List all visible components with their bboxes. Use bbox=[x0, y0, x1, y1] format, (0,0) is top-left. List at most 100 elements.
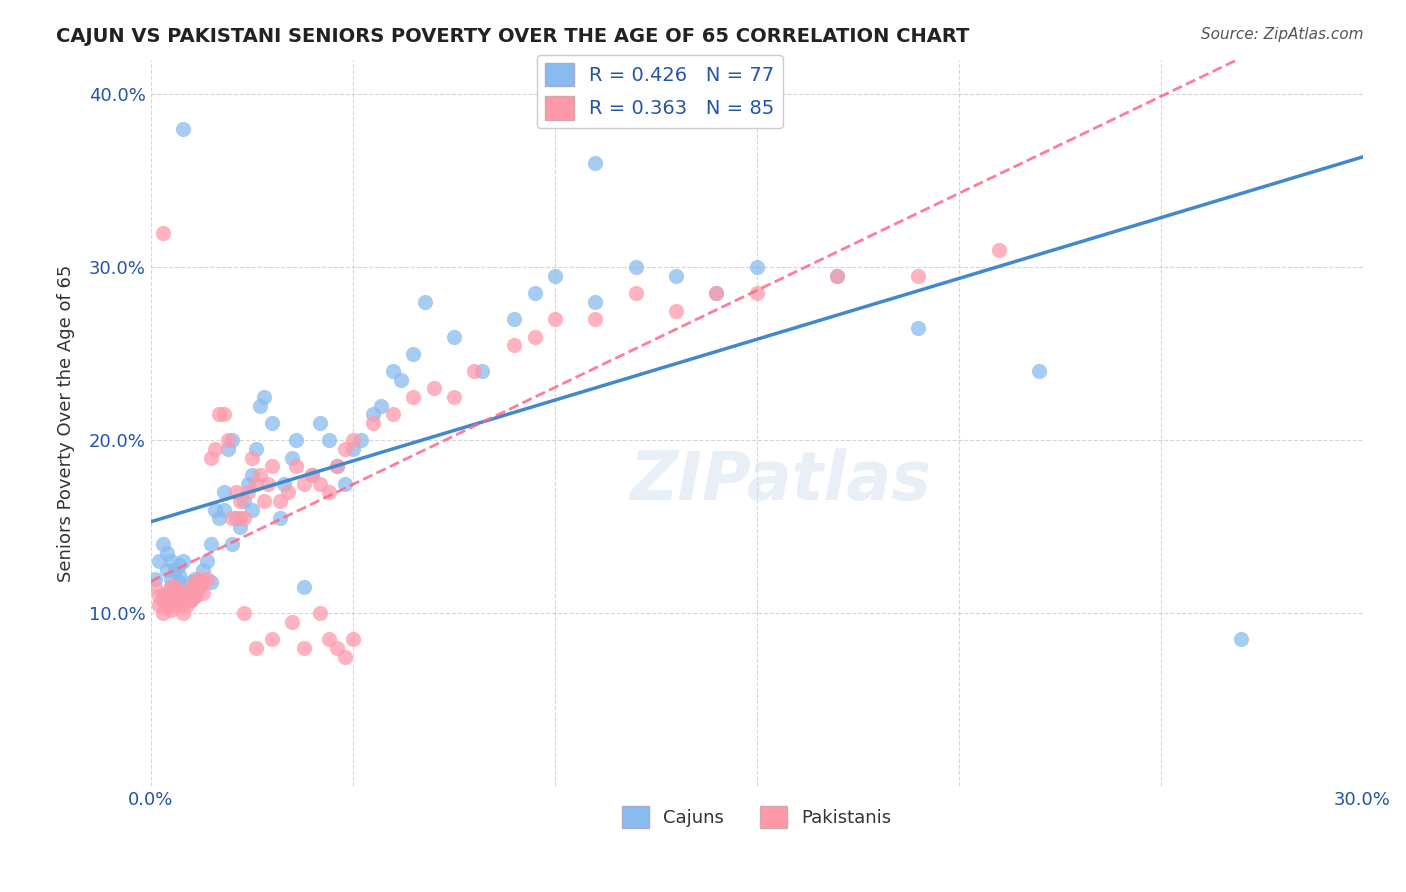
Point bbox=[160, 592, 183, 607]
Point bbox=[240, 502, 263, 516]
Point bbox=[503, 312, 526, 326]
Point bbox=[544, 312, 567, 326]
Point bbox=[382, 364, 405, 378]
Point bbox=[180, 592, 202, 607]
Point bbox=[193, 575, 215, 590]
Point bbox=[212, 408, 235, 422]
Point bbox=[176, 598, 198, 612]
Text: CAJUN VS PAKISTANI SENIORS POVERTY OVER THE AGE OF 65 CORRELATION CHART: CAJUN VS PAKISTANI SENIORS POVERTY OVER … bbox=[56, 27, 970, 45]
Point bbox=[318, 434, 340, 448]
Point bbox=[180, 592, 202, 607]
Point bbox=[273, 476, 295, 491]
Point bbox=[193, 585, 215, 599]
Point bbox=[148, 598, 170, 612]
Point bbox=[188, 572, 211, 586]
Point bbox=[236, 476, 259, 491]
Point bbox=[370, 399, 392, 413]
Point bbox=[249, 467, 271, 482]
Point bbox=[167, 558, 190, 572]
Point bbox=[160, 554, 183, 568]
Point bbox=[704, 286, 727, 301]
Point bbox=[167, 592, 190, 607]
Point bbox=[232, 607, 254, 621]
Point bbox=[361, 408, 384, 422]
Point bbox=[160, 581, 183, 595]
Point bbox=[217, 442, 239, 456]
Point bbox=[253, 494, 276, 508]
Point bbox=[745, 260, 768, 275]
Point bbox=[245, 476, 267, 491]
Point bbox=[240, 450, 263, 465]
Point bbox=[285, 459, 308, 474]
Point bbox=[325, 459, 347, 474]
Point bbox=[422, 381, 444, 395]
Point bbox=[443, 390, 465, 404]
Point bbox=[253, 390, 276, 404]
Point bbox=[195, 572, 218, 586]
Point bbox=[309, 607, 332, 621]
Point bbox=[204, 502, 226, 516]
Point bbox=[221, 537, 243, 551]
Point bbox=[163, 589, 186, 603]
Point bbox=[200, 450, 222, 465]
Point bbox=[152, 226, 174, 240]
Point bbox=[163, 589, 186, 603]
Point bbox=[277, 485, 299, 500]
Point bbox=[167, 568, 190, 582]
Point bbox=[225, 485, 247, 500]
Point bbox=[665, 303, 688, 318]
Point bbox=[221, 511, 243, 525]
Point bbox=[212, 485, 235, 500]
Point bbox=[471, 364, 494, 378]
Point bbox=[217, 434, 239, 448]
Point bbox=[269, 494, 291, 508]
Point bbox=[624, 260, 647, 275]
Point bbox=[281, 615, 304, 629]
Point bbox=[228, 511, 250, 525]
Point bbox=[176, 585, 198, 599]
Point bbox=[143, 581, 166, 595]
Point bbox=[193, 563, 215, 577]
Point bbox=[200, 537, 222, 551]
Point bbox=[228, 520, 250, 534]
Point bbox=[148, 589, 170, 603]
Point bbox=[240, 467, 263, 482]
Point bbox=[160, 603, 183, 617]
Point bbox=[225, 511, 247, 525]
Point bbox=[148, 554, 170, 568]
Point bbox=[257, 476, 280, 491]
Point bbox=[152, 607, 174, 621]
Point bbox=[172, 554, 194, 568]
Point bbox=[583, 156, 606, 170]
Point bbox=[260, 416, 283, 430]
Point bbox=[325, 640, 347, 655]
Y-axis label: Seniors Poverty Over the Age of 65: Seniors Poverty Over the Age of 65 bbox=[58, 264, 75, 582]
Point bbox=[156, 546, 179, 560]
Point bbox=[167, 575, 190, 590]
Point bbox=[333, 442, 356, 456]
Point bbox=[292, 581, 315, 595]
Point bbox=[583, 294, 606, 309]
Point bbox=[245, 640, 267, 655]
Point bbox=[156, 563, 179, 577]
Point bbox=[212, 502, 235, 516]
Point bbox=[160, 581, 183, 595]
Point bbox=[342, 632, 364, 647]
Point bbox=[389, 373, 412, 387]
Point bbox=[665, 268, 688, 283]
Point bbox=[172, 581, 194, 595]
Point bbox=[167, 585, 190, 599]
Point bbox=[180, 575, 202, 590]
Point bbox=[333, 649, 356, 664]
Point bbox=[463, 364, 485, 378]
Point bbox=[184, 589, 207, 603]
Point bbox=[232, 494, 254, 508]
Point bbox=[245, 442, 267, 456]
Point bbox=[152, 537, 174, 551]
Point bbox=[260, 632, 283, 647]
Point bbox=[523, 329, 546, 343]
Point bbox=[172, 607, 194, 621]
Point bbox=[907, 268, 929, 283]
Point bbox=[342, 434, 364, 448]
Point bbox=[583, 312, 606, 326]
